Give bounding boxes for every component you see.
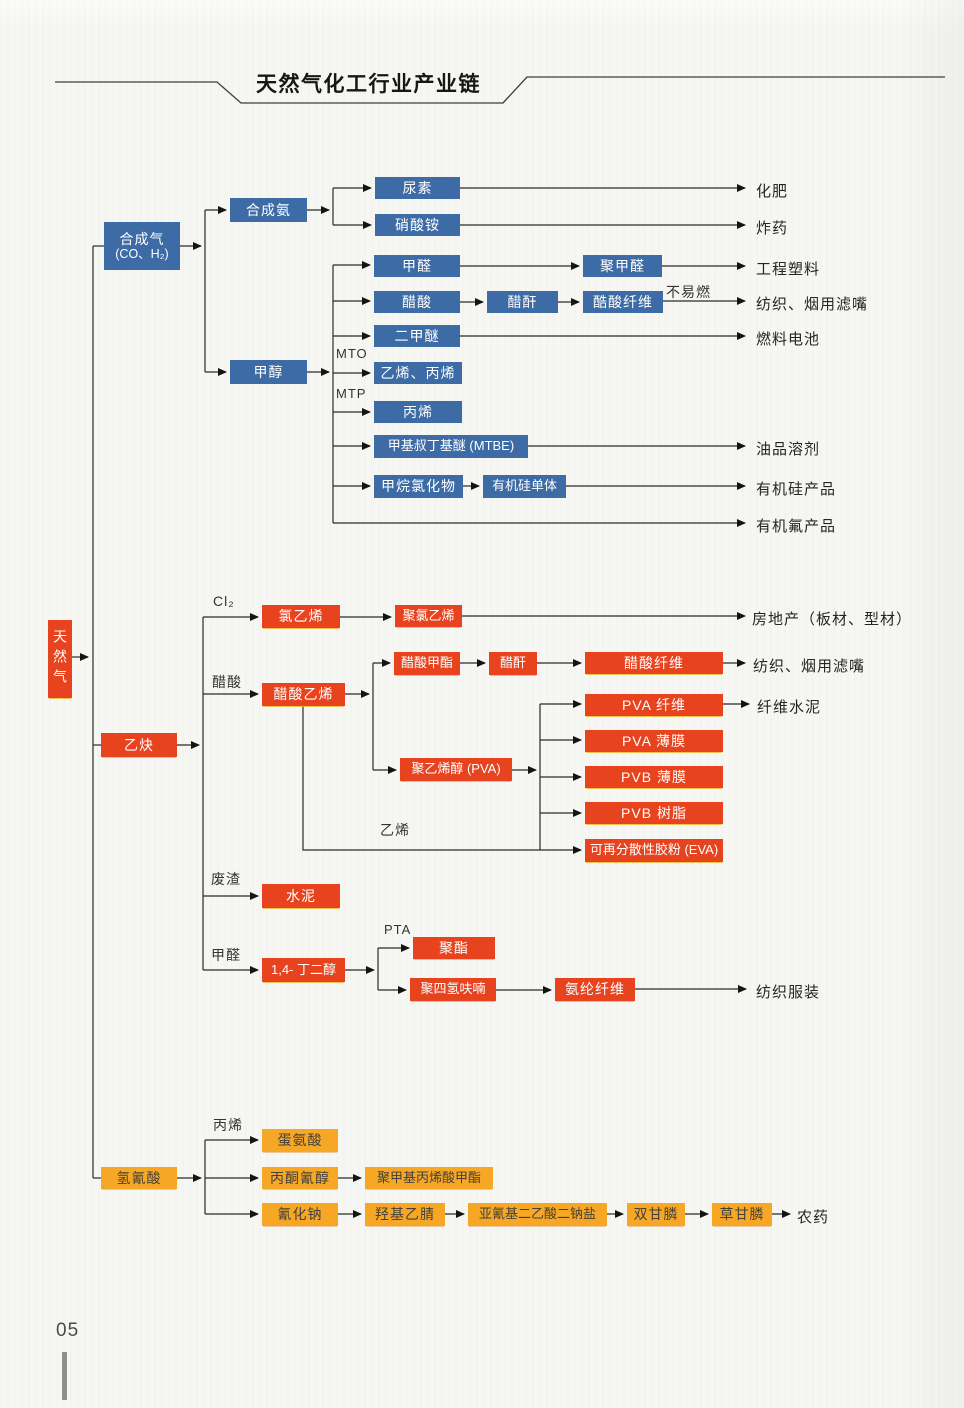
- node-syngas: 合成气 (CO、H₂): [104, 222, 180, 270]
- edge-label-pta: PTA: [384, 922, 412, 937]
- output-textile-apparel: 纺织服装: [756, 984, 821, 1001]
- edge-label-cl2: Cl₂: [213, 593, 235, 609]
- node-urea: 尿素: [375, 177, 460, 199]
- node-pva-film: PVA 薄膜: [585, 730, 723, 752]
- output-explosive: 炸药: [756, 220, 789, 237]
- output-fluorine-products: 有机氟产品: [756, 518, 837, 535]
- node-syngas-formula: (CO、H₂): [115, 246, 169, 261]
- node-methane-chlorides: 甲烷氯化物: [374, 475, 463, 498]
- node-methionine: 蛋氨酸: [262, 1129, 338, 1152]
- hcn-lines: [177, 1136, 791, 1218]
- node-eva-powder: 可再分散性胶粉 (EVA): [585, 839, 723, 862]
- node-pmida: 双甘膦: [627, 1203, 685, 1226]
- node-silicone-monomer: 有机硅单体: [483, 475, 566, 498]
- header-rule: [55, 76, 945, 104]
- node-pom: 聚甲醛: [583, 255, 662, 277]
- node-acetylene: 乙炔: [101, 733, 177, 757]
- output-textile-filter-2: 纺织、烟用滤嘴: [753, 658, 866, 675]
- edge-label-formaldehyde: 甲醛: [211, 947, 241, 963]
- node-mtbe: 甲基叔丁基醚 (MTBE): [374, 435, 528, 458]
- output-oil-solvent: 油品溶剂: [756, 441, 821, 458]
- output-eng-plastics: 工程塑料: [756, 261, 821, 278]
- edge-label-waste-residue: 废渣: [211, 871, 241, 887]
- node-cement: 水泥: [262, 884, 340, 908]
- edge-label-mtp: MTP: [336, 386, 367, 401]
- node-hcn: 氢氰酸: [101, 1167, 177, 1189]
- node-acetone-cyanohydrin: 丙酮氰醇: [262, 1167, 338, 1189]
- node-vinyl-chloride: 氯乙烯: [262, 605, 340, 628]
- syngas-lines: [180, 184, 746, 527]
- node-pmma: 聚甲基丙烯酸甲酯: [365, 1167, 493, 1189]
- node-acetic-anhydride-1: 醋酐: [487, 291, 558, 313]
- output-textile-filter-1: 纺织、烟用滤嘴: [756, 296, 869, 313]
- output-real-estate: 房地产（板材、型材）: [752, 611, 913, 628]
- edge-label-acetic-acid: 醋酸: [212, 674, 242, 690]
- node-methyl-acetate: 醋酸甲酯: [394, 652, 460, 675]
- node-pvb-resin: PVB 树脂: [585, 802, 723, 824]
- edge-label-ethylene: 乙烯: [380, 822, 410, 838]
- node-iminodiacetate: 亚氰基二乙酸二钠盐: [468, 1203, 607, 1226]
- trunk-lines: [72, 245, 104, 1179]
- node-vinyl-acetate: 醋酸乙烯: [262, 683, 345, 706]
- acetylene-lines: [177, 612, 750, 994]
- page-title: 天然气化工行业产业链: [256, 73, 481, 96]
- node-glyphosate: 草甘膦: [712, 1203, 772, 1226]
- output-silicone-products: 有机硅产品: [756, 481, 837, 498]
- node-natural-gas: 天然气: [48, 620, 72, 698]
- page-number: 05: [56, 1320, 80, 1341]
- node-propylene: 丙烯: [374, 401, 462, 423]
- node-ethylene-propylene: 乙烯、丙烯: [374, 362, 462, 384]
- node-dme: 二甲醚: [374, 325, 460, 347]
- node-pva-fiber: PVA 纤维: [585, 694, 723, 716]
- node-pva: 聚乙烯醇 (PVA): [400, 758, 512, 781]
- node-ammonium-nitrate: 硝酸铵: [375, 214, 460, 236]
- node-pvc: 聚氯乙烯: [395, 605, 462, 627]
- node-sodium-cyanide: 氰化钠: [262, 1203, 338, 1226]
- node-glycolonitrile: 羟基乙腈: [365, 1203, 445, 1226]
- output-pesticide: 农药: [797, 1209, 830, 1226]
- node-formaldehyde: 甲醛: [374, 255, 460, 277]
- edge-label-propylene: 丙烯: [213, 1117, 243, 1133]
- node-pvb-film: PVB 薄膜: [585, 766, 723, 788]
- node-acetic-anhydride-2: 醋酐: [489, 652, 537, 675]
- node-polyester: 聚酯: [413, 937, 495, 959]
- node-acetic-acid: 醋酸: [374, 291, 460, 313]
- footer-bar: [62, 1352, 67, 1400]
- node-ptmeg: 聚四氢呋喃: [410, 978, 496, 1001]
- output-fertilizer: 化肥: [756, 183, 789, 200]
- node-acetate-fiber-2: 醋酸纤维: [585, 652, 723, 674]
- node-ammonia: 合成氨: [230, 198, 307, 222]
- edge-label-flame-resist: 不易燃: [666, 284, 711, 300]
- output-fiber-cement: 纤维水泥: [757, 699, 822, 716]
- node-syngas-name: 合成气: [119, 230, 165, 247]
- node-methanol: 甲醇: [230, 360, 307, 384]
- node-spandex-fiber: 氨纶纤维: [555, 978, 635, 1001]
- node-bdo: 1,4- 丁二醇: [262, 958, 345, 982]
- node-acetate-fiber-1: 酷酸纤维: [583, 291, 663, 313]
- edge-label-mto: MTO: [336, 346, 368, 361]
- output-fuel-cell: 燃料电池: [756, 331, 821, 348]
